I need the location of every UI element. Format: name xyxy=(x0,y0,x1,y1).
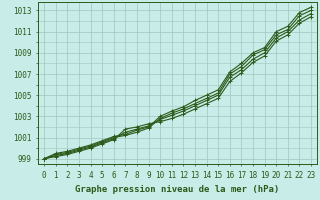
X-axis label: Graphe pression niveau de la mer (hPa): Graphe pression niveau de la mer (hPa) xyxy=(76,186,280,194)
